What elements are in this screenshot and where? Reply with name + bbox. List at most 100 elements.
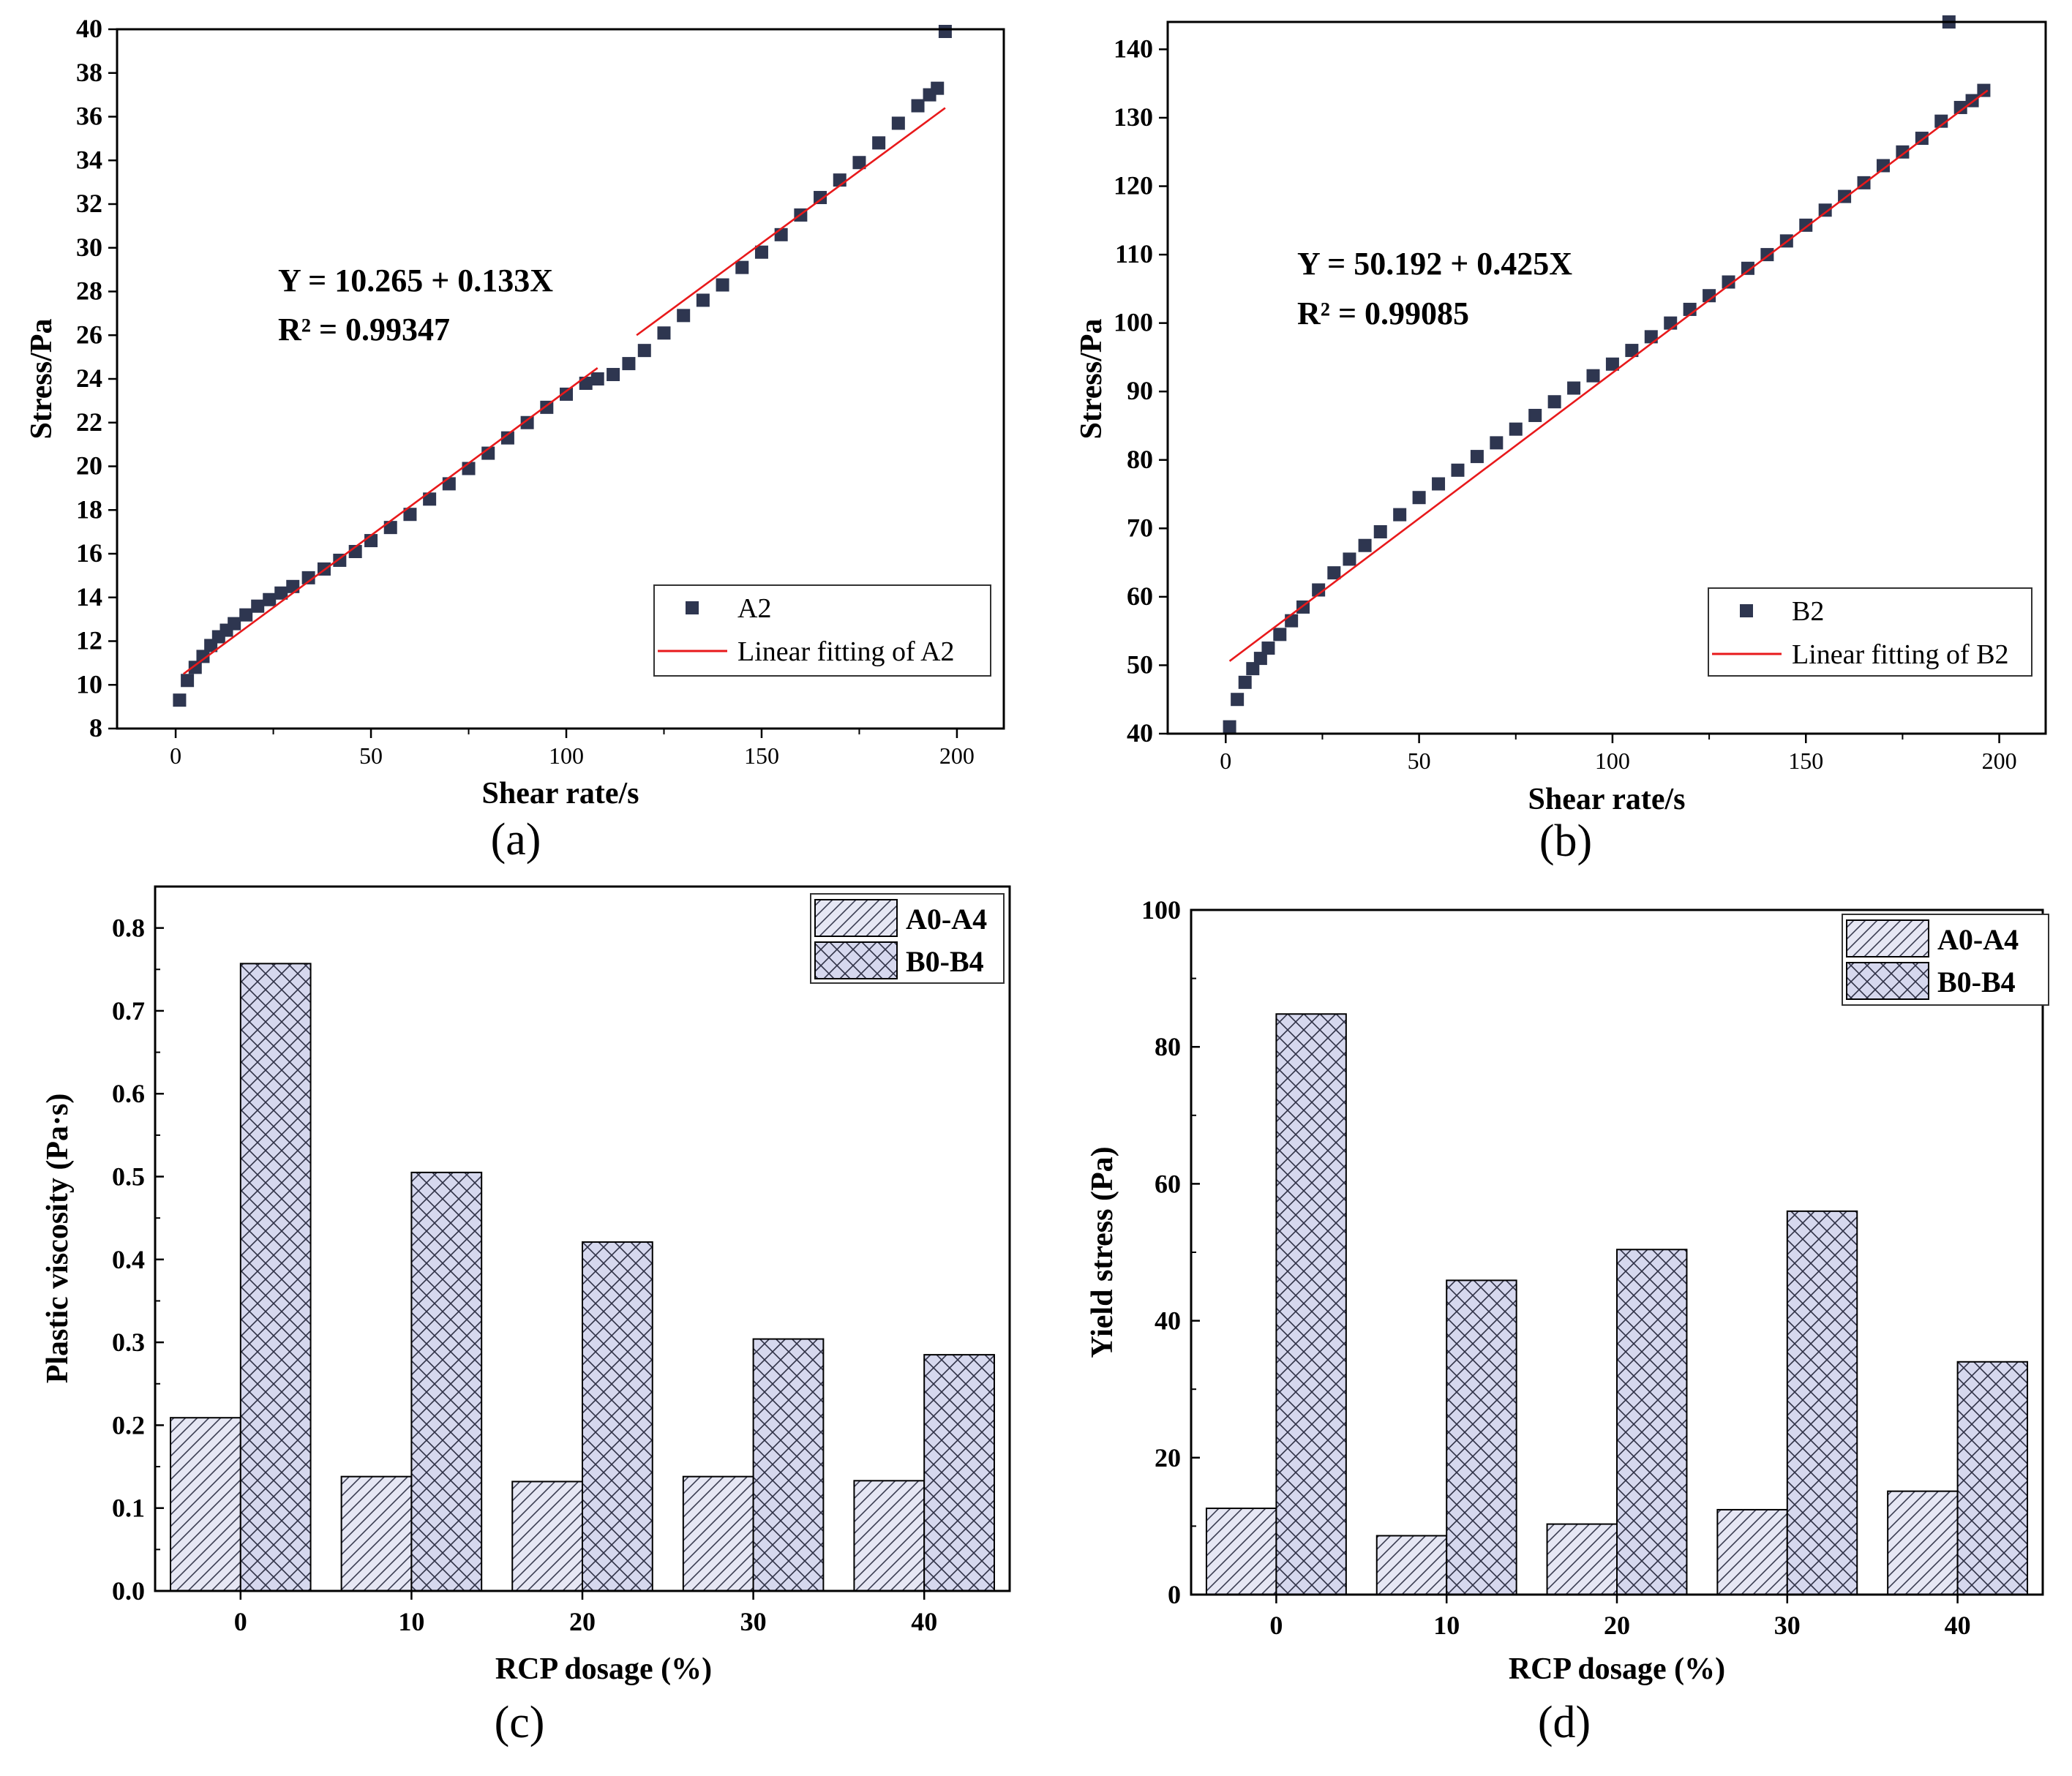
x-axis-title: RCP dosage (%) <box>495 1652 712 1686</box>
x-tick-label: 20 <box>1604 1611 1630 1640</box>
panel-label: (b) <box>1539 816 1592 866</box>
legend-box <box>1708 587 2032 677</box>
x-axis-title: Shear rate/s <box>481 777 639 810</box>
x-tick-label: 100 <box>1595 748 1630 774</box>
y-tick-label: 60 <box>1127 582 1153 611</box>
bar-a0-a4 <box>1716 1508 1788 1596</box>
bar-a0-a4 <box>1887 1490 1959 1595</box>
bar-a0-a4 <box>1546 1523 1618 1596</box>
data-point <box>1490 436 1504 450</box>
fit-equation: Y = 50.192 + 0.425X <box>1297 246 1572 282</box>
bar-b0-b4 <box>1446 1279 1517 1595</box>
y-tick-label: 24 <box>76 364 102 393</box>
y-tick-label: 0.3 <box>112 1328 145 1357</box>
y-tick-label: 20 <box>1155 1443 1181 1472</box>
y-tick-label: 130 <box>1114 102 1153 132</box>
data-point <box>1246 662 1260 676</box>
data-point <box>677 309 691 323</box>
data-point <box>1567 381 1581 395</box>
y-axis-title: Stress/Pa <box>25 319 59 440</box>
data-point <box>274 586 288 600</box>
fit-line <box>182 367 598 675</box>
data-point <box>1470 450 1484 464</box>
y-tick-label: 36 <box>76 102 102 131</box>
legend-marker-points <box>686 601 699 614</box>
data-point <box>622 357 636 371</box>
data-point <box>239 608 253 622</box>
data-point <box>1934 114 1948 128</box>
data-point <box>1818 203 1832 217</box>
plot-frame <box>1190 908 2044 1596</box>
data-point <box>1799 218 1813 232</box>
y-tick-label: 70 <box>1127 513 1153 542</box>
y-tick-label: 30 <box>76 233 102 262</box>
x-tick-label: 150 <box>1788 748 1823 774</box>
y-tick-label: 100 <box>1114 308 1153 337</box>
data-point <box>1343 552 1356 566</box>
data-point <box>1285 614 1299 628</box>
y-tick-label: 0.1 <box>112 1494 145 1523</box>
data-point <box>814 191 827 205</box>
bar-a0-a4 <box>682 1475 754 1592</box>
data-point <box>301 571 315 584</box>
data-point <box>1703 289 1716 303</box>
y-tick-label: 0.0 <box>112 1576 145 1606</box>
x-tick-label: 20 <box>569 1607 596 1636</box>
data-point <box>607 368 620 382</box>
bar-b0-b4 <box>410 1171 483 1592</box>
y-tick-label: 40 <box>1127 718 1153 748</box>
fit-equation: Y = 10.265 + 0.133X <box>278 263 553 298</box>
y-tick-label: 28 <box>76 276 102 306</box>
legend-label-points: A2 <box>737 593 771 624</box>
y-tick-label: 12 <box>76 626 102 655</box>
data-point <box>423 492 437 506</box>
data-point <box>1412 491 1426 505</box>
bar-a0-a4 <box>1205 1508 1277 1595</box>
data-point <box>590 372 604 385</box>
data-point <box>1432 477 1446 491</box>
bar-a0-a4 <box>1375 1535 1448 1595</box>
y-tick-label: 22 <box>76 407 102 437</box>
plot-frame <box>1166 20 2047 735</box>
y-axis-title: Stress/Pa <box>1075 319 1108 440</box>
data-point <box>1586 369 1600 383</box>
y-tick-label: 40 <box>1155 1306 1181 1336</box>
x-tick-label: 200 <box>939 742 975 769</box>
y-tick-label: 18 <box>76 494 102 524</box>
data-point <box>696 293 710 307</box>
y-axis-title: Yield stress (Pa) <box>1086 1146 1119 1358</box>
bar-b0-b4 <box>1956 1361 2029 1595</box>
y-tick-label: 0.7 <box>112 996 145 1026</box>
plot-frame <box>116 28 1005 730</box>
x-tick-label: 0 <box>234 1607 247 1636</box>
y-tick-label: 0.8 <box>112 914 145 943</box>
x-axis-title: Shear rate/s <box>1528 783 1685 816</box>
panel-b: 40 50 60 70 80 90 100 110 120 130 140 0 50 100 150 200 Y… <box>1075 15 2047 866</box>
x-tick-label: 40 <box>1945 1611 1971 1640</box>
y-tick-label: 10 <box>76 669 102 699</box>
y-tick-label: 0.6 <box>112 1079 145 1108</box>
data-point <box>1231 693 1245 707</box>
data-point <box>1253 652 1267 666</box>
r-squared: R² = 0.99085 <box>1297 296 1469 331</box>
data-point <box>1876 159 1890 173</box>
y-tick-label: 60 <box>1155 1169 1181 1198</box>
y-tick-label: 32 <box>76 189 102 218</box>
data-point <box>251 599 265 613</box>
data-point <box>1741 261 1754 275</box>
legend-label: B0-B4 <box>906 945 984 978</box>
x-tick-label: 0 <box>170 742 181 769</box>
y-tick-label: 34 <box>76 145 102 174</box>
y-tick-label: 80 <box>1127 445 1153 474</box>
legend-swatch <box>1846 962 1929 1000</box>
fit-line <box>636 107 946 336</box>
data-point <box>1605 357 1619 371</box>
data-point <box>852 156 866 170</box>
y-tick-label: 120 <box>1114 171 1153 200</box>
data-point <box>560 387 574 401</box>
x-tick-label: 200 <box>1982 748 2017 774</box>
data-point <box>481 446 495 460</box>
legend-swatch <box>1846 919 1929 957</box>
data-point <box>911 99 925 113</box>
data-point <box>181 674 195 688</box>
